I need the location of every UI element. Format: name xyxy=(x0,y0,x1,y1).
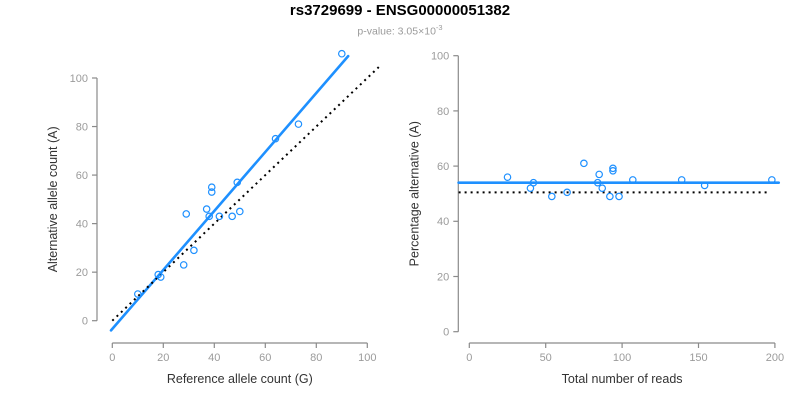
x-tick-label: 80 xyxy=(310,352,322,364)
data-point xyxy=(179,261,188,269)
x-tick-label: 0 xyxy=(109,352,115,364)
data-point xyxy=(271,134,280,143)
data-point xyxy=(593,178,602,187)
data-point xyxy=(215,212,224,221)
regression-line xyxy=(109,54,350,332)
percentage-vs-reads-plot: 0 20 40 60 80 100 0 50 100 150 200 Total number of … xyxy=(407,51,784,386)
data-point xyxy=(236,207,244,216)
allele-counts-plot: 0 20 40 60 80 100 0 20 40 60 80 100 Reference allele… xyxy=(46,49,380,386)
x-tick-label: 100 xyxy=(358,352,376,364)
data-point xyxy=(156,273,165,281)
data-point xyxy=(228,212,236,221)
x-tick-label: 0 xyxy=(466,352,472,364)
data-point xyxy=(207,188,216,196)
data-point xyxy=(182,210,191,218)
data-point xyxy=(606,192,614,201)
y-tick-label: 80 xyxy=(76,121,88,133)
data-point xyxy=(563,188,571,197)
x-tick-label: 150 xyxy=(689,352,707,364)
data-point xyxy=(134,290,142,298)
data-point xyxy=(580,159,588,168)
data-point xyxy=(677,176,686,184)
figure-title: rs3729699 - ENSG00000051382 xyxy=(289,2,511,19)
y-tick-label: 0 xyxy=(443,327,449,339)
y-tick-label: 100 xyxy=(70,73,88,85)
data-point xyxy=(190,246,198,255)
x-axis-title: Total number of reads xyxy=(562,372,683,386)
data-point xyxy=(598,184,607,192)
y-tick-label: 40 xyxy=(76,218,88,230)
x-tick-label: 200 xyxy=(766,352,784,364)
x-tick-label: 100 xyxy=(613,352,631,364)
y-tick-label: 0 xyxy=(82,316,88,328)
data-point xyxy=(233,178,242,187)
x-axis-title: Reference allele count (G) xyxy=(167,372,313,386)
y-tick-label: 100 xyxy=(431,51,449,63)
data-point xyxy=(294,120,303,128)
data-point xyxy=(526,184,535,192)
y-tick-label: 60 xyxy=(76,170,88,182)
x-tick-label: 20 xyxy=(157,352,169,364)
identity-line xyxy=(111,66,380,322)
y-tick-label: 20 xyxy=(437,271,449,283)
data-point xyxy=(595,170,603,179)
y-tick-label: 40 xyxy=(437,216,449,228)
x-tick-label: 40 xyxy=(208,352,220,364)
pvalue-text: p-value: 3.05×10 xyxy=(357,25,436,38)
figure-subtitle: p-value: 3.05×10-3 xyxy=(0,23,800,38)
data-point xyxy=(768,176,776,184)
y-axis-title: Percentage alternative (A) xyxy=(407,121,421,266)
data-point xyxy=(205,212,214,221)
x-tick-label: 50 xyxy=(540,352,552,364)
data-point xyxy=(700,181,709,190)
data-point xyxy=(609,166,617,175)
y-tick-label: 60 xyxy=(437,161,449,173)
data-point xyxy=(529,178,538,187)
pvalue-exponent: -3 xyxy=(435,23,443,32)
data-point xyxy=(503,173,512,181)
x-tick-label: 60 xyxy=(259,352,271,364)
data-point xyxy=(615,192,623,201)
data-point xyxy=(337,49,346,58)
data-point xyxy=(548,192,556,201)
data-point xyxy=(202,205,211,213)
data-point xyxy=(609,164,617,173)
y-axis-title: Alternative allele count (A) xyxy=(46,126,60,272)
y-tick-label: 80 xyxy=(437,106,449,118)
y-tick-label: 20 xyxy=(76,267,88,279)
data-point xyxy=(628,176,637,184)
data-point xyxy=(207,183,216,192)
